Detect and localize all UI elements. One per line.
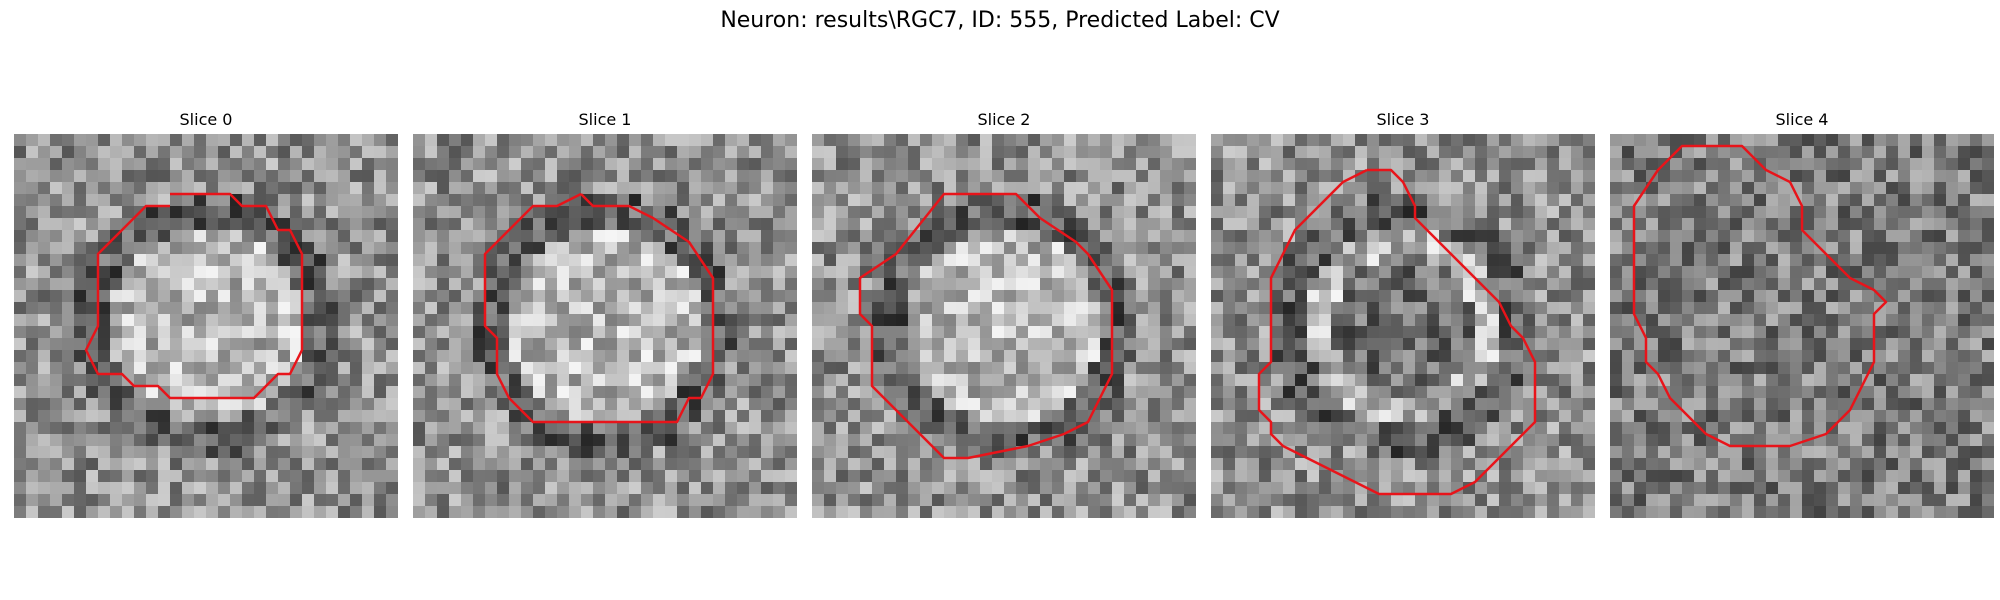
slice-title: Slice 0 [14, 110, 398, 129]
slice-image [1211, 134, 1595, 518]
microscopy-slice [1211, 134, 1595, 518]
slice-image [812, 134, 1196, 518]
slice-title: Slice 1 [413, 110, 797, 129]
figure-title: Neuron: results\RGC7, ID: 555, Predicted… [0, 8, 2000, 33]
slice-title: Slice 3 [1211, 110, 1595, 129]
slice-title: Slice 4 [1610, 110, 1994, 129]
microscopy-slice [1610, 134, 1994, 518]
microscopy-slice [14, 134, 398, 518]
slice-image [1610, 134, 1994, 518]
slice-image [14, 134, 398, 518]
microscopy-slice [812, 134, 1196, 518]
slice-image [413, 134, 797, 518]
microscopy-slice [413, 134, 797, 518]
slice-title: Slice 2 [812, 110, 1196, 129]
